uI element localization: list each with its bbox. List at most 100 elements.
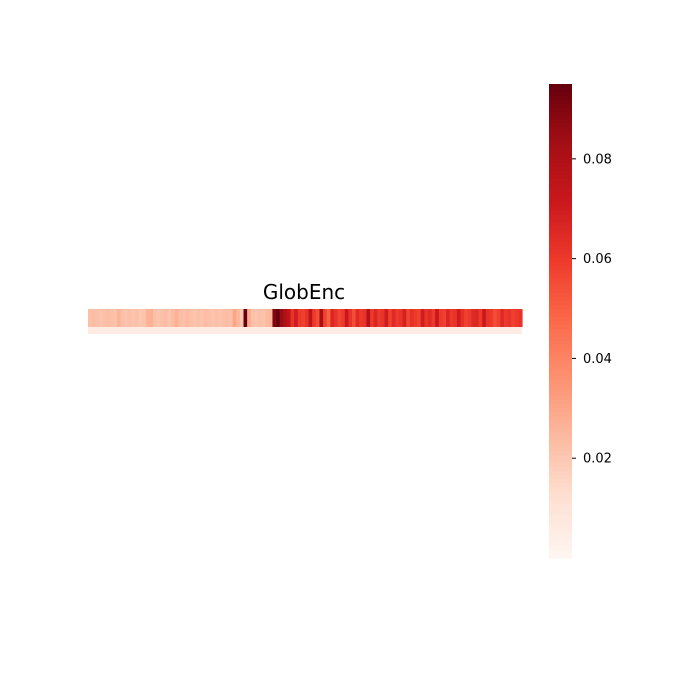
colorbar-segment bbox=[549, 234, 572, 239]
heatmap-cell bbox=[366, 309, 371, 327]
colorbar-segment bbox=[549, 388, 572, 393]
colorbar-segment bbox=[549, 91, 572, 97]
heatmap-cell bbox=[417, 309, 422, 327]
colorbar-segment bbox=[549, 380, 572, 385]
heatmap-cell bbox=[305, 309, 310, 327]
colorbar-segment bbox=[549, 87, 572, 93]
heatmap-cell bbox=[464, 309, 469, 327]
colorbar-segment bbox=[549, 301, 572, 306]
heatmap-cell bbox=[359, 309, 364, 327]
colorbar-segment bbox=[549, 348, 572, 354]
colorbar-segment bbox=[549, 550, 572, 555]
colorbar-segment bbox=[549, 261, 572, 267]
heatmap-cell bbox=[102, 309, 107, 327]
heatmap-cell bbox=[283, 309, 288, 327]
colorbar: 0.02 0.04 0.06 0.08 bbox=[549, 84, 612, 559]
colorbar-tick-label: 0.04 bbox=[583, 352, 612, 367]
heatmap-cell bbox=[131, 309, 136, 327]
heatmap-cell bbox=[218, 309, 223, 327]
colorbar-segment bbox=[549, 538, 572, 543]
colorbar-segment bbox=[549, 439, 572, 445]
heatmap-cell bbox=[308, 309, 313, 327]
colorbar-segment bbox=[549, 317, 572, 322]
heatmap-cell bbox=[182, 309, 187, 327]
heatmap-cell bbox=[482, 309, 487, 327]
colorbar-segment bbox=[549, 419, 572, 425]
heatmap-cell bbox=[272, 309, 277, 327]
colorbar-segment bbox=[549, 455, 572, 460]
colorbar-segment bbox=[549, 182, 572, 188]
heatmap-cell bbox=[214, 309, 219, 327]
heatmap-cell bbox=[120, 309, 125, 327]
colorbar-segment bbox=[549, 281, 572, 287]
heatmap-cell bbox=[236, 309, 241, 327]
colorbar-segment bbox=[549, 174, 572, 180]
colorbar-segment bbox=[549, 245, 572, 251]
colorbar-segment bbox=[549, 534, 572, 539]
heatmap-cell bbox=[138, 309, 143, 327]
colorbar-segment bbox=[549, 159, 572, 164]
colorbar-segment bbox=[549, 542, 572, 547]
colorbar-segment bbox=[549, 198, 572, 204]
colorbar-segment bbox=[549, 435, 572, 441]
colorbar-segment bbox=[549, 328, 572, 334]
colorbar-segment bbox=[549, 352, 572, 358]
heatmap-cell bbox=[442, 309, 447, 327]
heatmap-cell bbox=[474, 309, 480, 327]
heatmap-cell bbox=[178, 309, 183, 327]
colorbar-segment bbox=[549, 305, 572, 310]
colorbar-segment bbox=[549, 230, 572, 235]
colorbar-tick-label: 0.02 bbox=[583, 452, 612, 467]
heatmap-cell bbox=[225, 309, 230, 327]
colorbar-segment bbox=[549, 486, 572, 492]
heatmap-cell bbox=[352, 309, 357, 327]
heatmap-cell bbox=[116, 309, 122, 327]
colorbar-segment bbox=[549, 238, 572, 243]
heatmap-cell bbox=[348, 309, 353, 327]
colorbar-segment bbox=[549, 115, 572, 121]
colorbar-segment bbox=[549, 467, 572, 472]
colorbar-segment bbox=[549, 131, 572, 136]
heatmap-cell bbox=[254, 309, 259, 327]
heatmap-cell bbox=[192, 309, 198, 327]
colorbar-tick-label: 0.06 bbox=[583, 252, 612, 267]
colorbar-segment bbox=[549, 479, 572, 484]
colorbar-segment bbox=[549, 332, 572, 338]
heatmap-cell bbox=[221, 309, 227, 327]
colorbar-segment bbox=[549, 222, 572, 227]
heatmap-cell bbox=[485, 309, 491, 327]
heatmap-cell bbox=[106, 309, 111, 327]
heatmap-cell bbox=[449, 309, 454, 327]
colorbar-segment bbox=[549, 84, 572, 89]
heatmap-cell bbox=[391, 309, 397, 327]
colorbar-segment bbox=[549, 257, 572, 263]
colorbar-segment bbox=[549, 530, 572, 535]
colorbar-segment bbox=[549, 218, 572, 223]
colorbar-segment bbox=[549, 471, 572, 476]
heatmap-cell bbox=[91, 309, 96, 327]
colorbar-segment bbox=[549, 166, 572, 172]
colorbar-segment bbox=[549, 506, 572, 512]
colorbar-segment bbox=[549, 135, 572, 140]
colorbar-segment bbox=[549, 210, 572, 215]
heatmap-cell bbox=[373, 309, 378, 327]
colorbar-segment bbox=[549, 443, 572, 448]
colorbar-segment bbox=[549, 111, 572, 117]
heatmap-cell bbox=[424, 309, 429, 327]
colorbar-segment bbox=[549, 107, 572, 113]
colorbar-segment bbox=[549, 459, 572, 464]
heatmap-cell bbox=[471, 309, 476, 327]
heatmap-cell bbox=[496, 309, 501, 327]
heatmap-cell bbox=[507, 309, 512, 327]
colorbar-segment bbox=[549, 127, 572, 132]
colorbar-segment bbox=[549, 431, 572, 437]
colorbar-segment bbox=[549, 518, 572, 524]
colorbar-segment bbox=[549, 190, 572, 196]
colorbar-segment bbox=[549, 277, 572, 283]
colorbar-segment bbox=[549, 344, 572, 350]
heatmap-cell bbox=[261, 309, 266, 327]
colorbar-segment bbox=[549, 253, 572, 259]
heatmap-cell bbox=[290, 309, 295, 327]
heatmap-cell bbox=[319, 309, 324, 327]
heatmap-cell bbox=[514, 309, 519, 327]
